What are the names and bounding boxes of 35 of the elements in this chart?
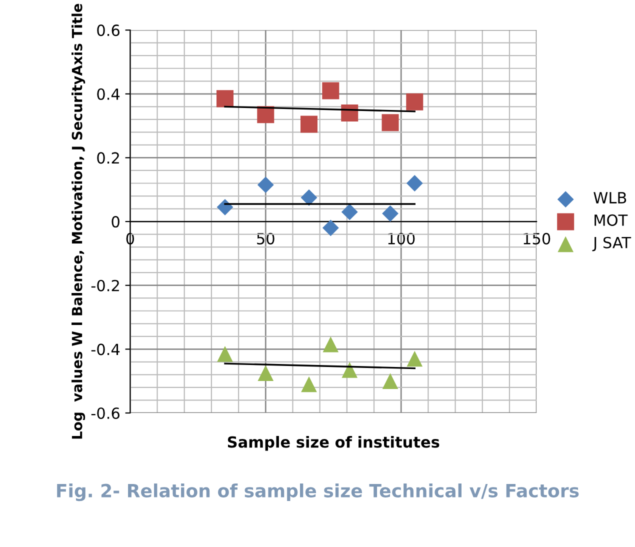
point bbox=[300, 189, 318, 206]
y-tick-label: -0.4 bbox=[91, 344, 120, 356]
point bbox=[406, 175, 423, 192]
point bbox=[216, 198, 234, 216]
y-tick-label: 0 bbox=[112, 216, 120, 228]
point bbox=[322, 336, 339, 352]
point bbox=[406, 93, 424, 110]
point bbox=[217, 346, 233, 362]
point bbox=[300, 116, 318, 133]
point bbox=[322, 82, 340, 100]
point bbox=[341, 104, 358, 122]
point bbox=[382, 114, 399, 132]
x-axis-title: Sample size of institutes bbox=[228, 436, 440, 451]
point bbox=[258, 365, 274, 382]
y-tick-label: -0.6 bbox=[91, 407, 120, 420]
y-tick-label: 0.2 bbox=[97, 152, 119, 164]
x-tick-label: 150 bbox=[524, 232, 550, 244]
y-tick-label: 0.4 bbox=[97, 88, 120, 100]
point bbox=[322, 220, 339, 236]
point bbox=[216, 90, 234, 108]
point bbox=[382, 373, 398, 389]
point bbox=[406, 350, 423, 367]
y-axis-title: Log values W l Balence, Motivation, J SecurityAxis Title bbox=[72, 4, 86, 439]
caption: Fig. 2- Relation of sample size Technical v/s Factors bbox=[57, 483, 579, 502]
point bbox=[342, 362, 358, 378]
legend-label: MOT bbox=[594, 214, 628, 226]
legend-label: WLB bbox=[594, 192, 626, 204]
y-tick-label: 0.6 bbox=[97, 24, 120, 36]
point bbox=[301, 376, 317, 392]
point bbox=[382, 205, 398, 222]
point bbox=[257, 106, 274, 124]
y-tick-label: -0.2 bbox=[91, 280, 119, 292]
point bbox=[341, 204, 358, 220]
point bbox=[257, 176, 274, 194]
legend-label: J SAT bbox=[592, 236, 632, 252]
